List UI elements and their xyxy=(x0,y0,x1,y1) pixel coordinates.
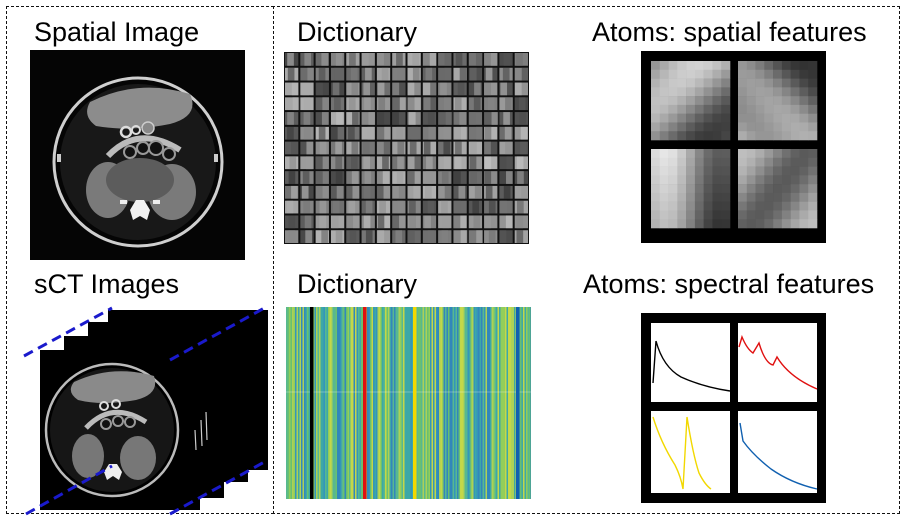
sct-images-label: sCT Images xyxy=(34,269,180,299)
spatial-ct-image xyxy=(30,50,245,260)
spatial-image-label: Spatial Image xyxy=(34,17,200,47)
dictionary-top-label: Dictionary xyxy=(297,17,418,47)
spectral-curve-red xyxy=(738,334,818,390)
spectral-dictionary xyxy=(286,307,531,499)
right-panel-frame xyxy=(272,6,900,514)
spectral-atoms-grid xyxy=(641,313,826,503)
atoms-spatial-label: Atoms: spatial features xyxy=(592,17,867,47)
spectral-curve-yellow xyxy=(652,416,712,490)
spatial-dictionary-grid xyxy=(284,52,529,244)
atoms-spectral-label: Atoms: spectral features xyxy=(583,269,875,299)
spatial-atoms-grid xyxy=(641,51,826,243)
spectral-curve-black xyxy=(652,340,731,392)
dictionary-bottom-label: Dictionary xyxy=(297,269,418,299)
left-panel-frame xyxy=(6,6,274,514)
sct-image-stack xyxy=(23,304,269,516)
spectral-curve-blue xyxy=(739,422,818,490)
